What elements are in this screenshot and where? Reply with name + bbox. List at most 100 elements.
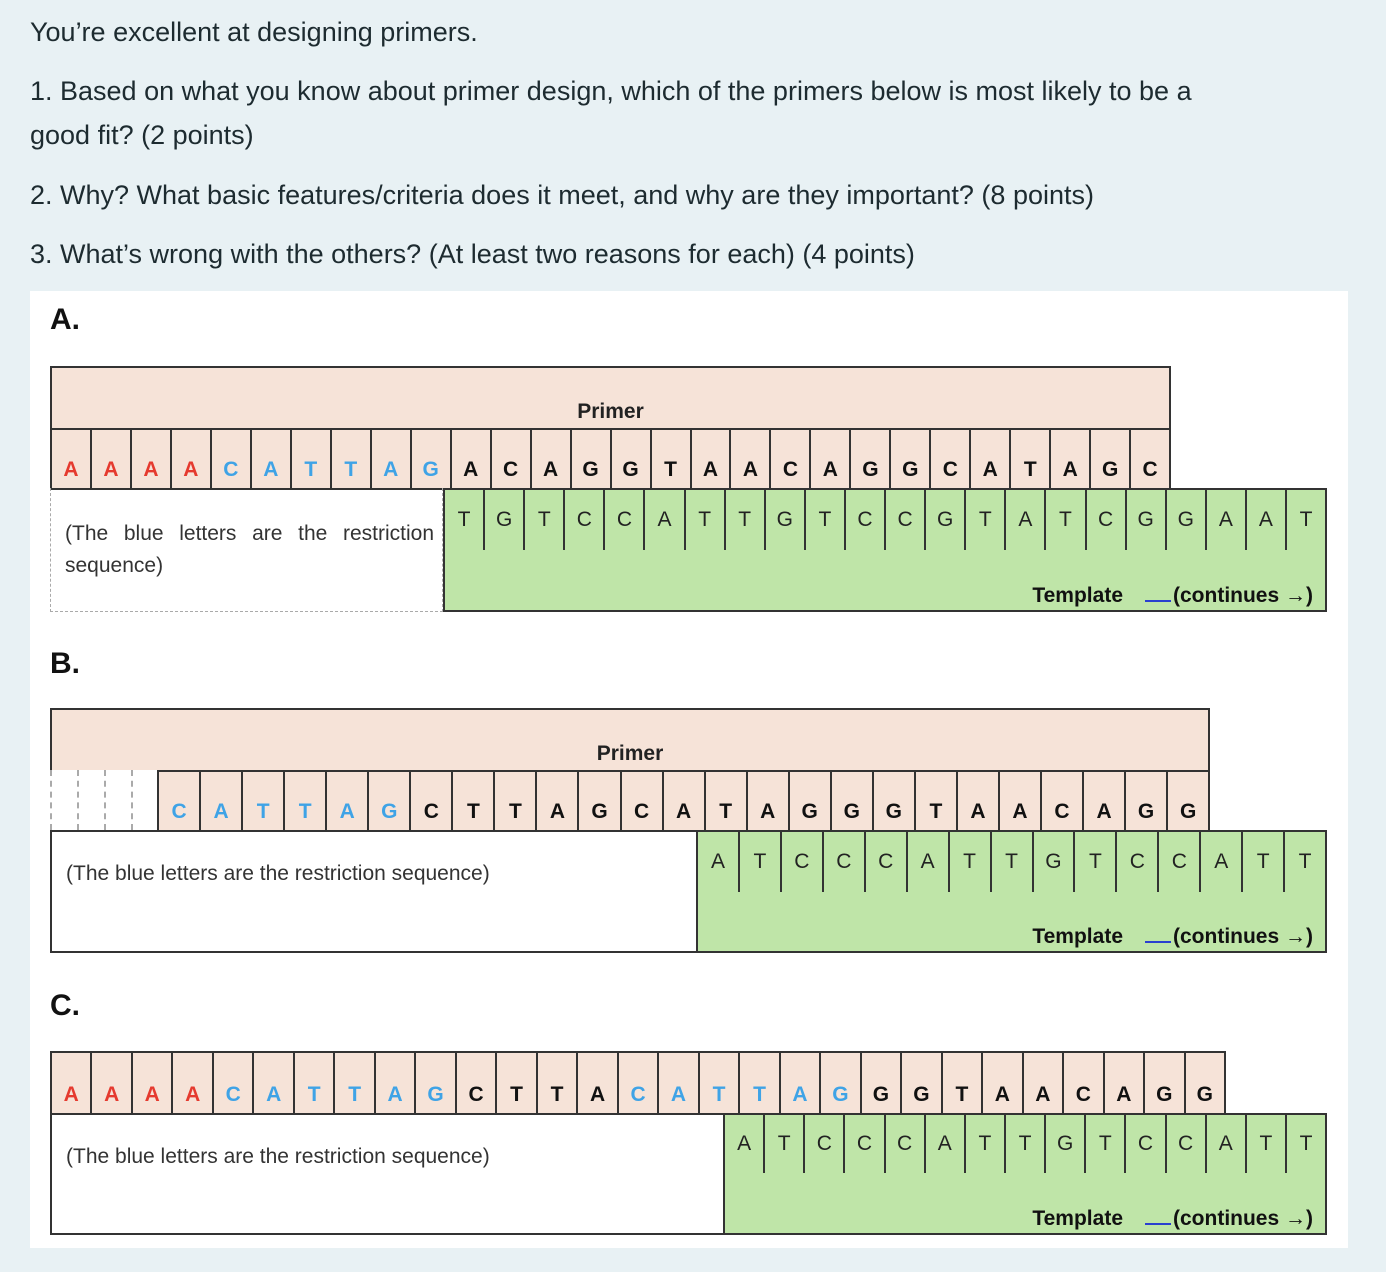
question-3: 3. What’s wrong with the others? (At lea… [30,239,915,269]
template-base: T [963,1115,1004,1173]
primer-base: A [130,1053,171,1113]
primer-base: C [157,772,199,830]
primer-base: C [1129,430,1172,488]
template-base: C [1164,1115,1205,1173]
template-base: A [1004,490,1044,550]
option-c-template-block: Template (continues →) [723,1173,1327,1235]
primer-base: T [451,772,493,830]
primer-base: T [1009,430,1049,488]
primer-label: Primer [596,742,664,765]
template-base: T [523,490,563,550]
primer-base: A [449,430,490,488]
primer-base: A [955,772,998,830]
template-base: C [1124,1115,1164,1173]
question-2: 2. Why? What basic features/criteria doe… [30,180,1094,210]
option-c-note: (The blue letters are the restriction se… [50,1113,725,1235]
template-base: T [1284,490,1328,550]
primer-base: A [252,1053,292,1113]
primer-base: G [577,772,619,830]
template-base: C [563,490,603,550]
primer-base: C [619,772,662,830]
primer-base: A [1021,1053,1062,1113]
template-base: T [683,490,724,550]
template-base: T [964,490,1004,550]
template-base: T [723,490,764,550]
template-base: T [1241,832,1283,892]
template-base: G [1124,490,1165,550]
primer-base: T [703,772,746,830]
primer-base: A [529,430,570,488]
underline-mark [1145,927,1171,943]
primer-base: T [292,1053,333,1113]
template-base: G [924,490,964,550]
intro-text: You’re excellent at designing primers. [30,17,478,47]
primer-base: A [89,430,130,488]
template-base: G [763,490,804,550]
primer-base: A [809,430,849,488]
template-text: Template [1032,584,1123,607]
question-1-line-2: good fit? (2 points) [30,120,254,150]
template-base: G [483,490,523,550]
template-base: A [1204,490,1245,550]
primer-base: C [489,430,530,488]
primer-base: A [576,1053,616,1113]
template-base: A [723,1115,763,1173]
template-base: C [779,832,822,892]
primer-base: A [778,1053,819,1113]
template-base: T [1084,1115,1124,1173]
template-base: T [1244,1115,1285,1173]
template-base: G [1164,490,1205,550]
primer-base: A [661,772,704,830]
primer-base: T [649,430,690,488]
primer-base: T [493,772,535,830]
primer-base: T [535,1053,576,1113]
template-base: T [443,490,483,550]
template-base: C [883,1115,924,1173]
primer-base: G [871,772,914,830]
primer-base: C [211,1053,252,1113]
template-base: C [884,490,924,550]
primer-base: G [889,430,929,488]
primer-base: G [414,1053,454,1113]
primer-base: C [1039,772,1082,830]
template-text: Template [1032,1207,1123,1230]
primer-base: T [913,772,956,830]
primer-base: A [969,430,1009,488]
option-b-note: (The blue letters are the restriction se… [50,830,698,953]
primer-base: A [689,430,730,488]
template-base: C [843,1115,883,1173]
template-base: T [1044,490,1084,550]
primer-base: G [1166,772,1211,830]
primer-base: C [454,1053,495,1113]
option-a-label: A. [50,303,80,336]
primer-base: G [787,772,830,830]
template-text: Template [1032,925,1123,948]
underline-mark [1145,1209,1171,1225]
option-b-template-block: Template (continues →) [696,892,1327,953]
template-base: T [1003,1115,1044,1173]
template-base: G [1044,1115,1084,1173]
primer-base: G [829,772,872,830]
continues-arrow-text: (continues →) [1173,925,1313,948]
primer-base: A [249,430,290,488]
primer-base: T [333,1053,373,1113]
option-b-empty-placeholders [50,770,158,832]
template-base: C [1115,832,1157,892]
template-base: A [696,832,738,892]
primer-base: C [929,430,969,488]
template-base: A [1204,1115,1245,1173]
option-b-primer-header: Primer [50,708,1210,772]
template-label: Template (continues →) [1032,584,1313,608]
continues-arrow-text: (continues →) [1173,1207,1313,1230]
primer-base: A [171,1053,211,1113]
primer-base: A [535,772,577,830]
primer-base: C [209,430,250,488]
template-base: T [1284,1115,1328,1173]
template-base: T [737,832,780,892]
primer-base: G [409,430,450,488]
template-base: T [989,832,1032,892]
template-base: A [905,832,948,892]
primer-base: G [1124,772,1166,830]
primer-base: A [325,772,367,830]
